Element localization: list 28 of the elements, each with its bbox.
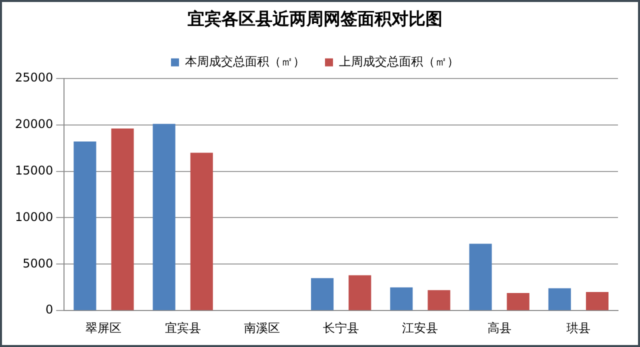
x-tick-label: 高县 xyxy=(487,320,512,335)
x-tick-label: 宜宾县 xyxy=(164,320,201,335)
y-tick-label: 15000 xyxy=(14,163,54,178)
y-tick-label: 0 xyxy=(46,302,54,317)
bar xyxy=(348,275,372,310)
bar xyxy=(152,124,176,310)
bar xyxy=(74,142,96,310)
bar xyxy=(428,290,450,310)
y-tick-label: 20000 xyxy=(14,116,54,131)
bar xyxy=(111,128,134,310)
x-tick-label: 江安县 xyxy=(402,320,438,335)
x-tick-label: 南溪区 xyxy=(244,320,280,335)
legend-label: 上周成交总面积（㎡） xyxy=(339,54,459,69)
y-tick-label: 25000 xyxy=(14,70,54,85)
chart-title: 宜宾各区县近两周网签面积对比图 xyxy=(188,10,442,30)
bar xyxy=(506,292,530,310)
legend-label: 本周成交总面积（㎡） xyxy=(185,54,305,69)
bar xyxy=(469,244,492,310)
bar xyxy=(548,288,571,310)
y-tick-label: 5000 xyxy=(22,256,54,270)
x-tick-label: 珙县 xyxy=(566,320,590,335)
x-tick-label: 翠屏区 xyxy=(86,320,122,335)
y-tick-label: 10000 xyxy=(14,210,54,224)
bar xyxy=(311,278,334,310)
x-tick-label: 长宁县 xyxy=(323,320,360,335)
bar xyxy=(190,152,213,310)
bar xyxy=(390,287,413,310)
bar xyxy=(586,292,609,310)
